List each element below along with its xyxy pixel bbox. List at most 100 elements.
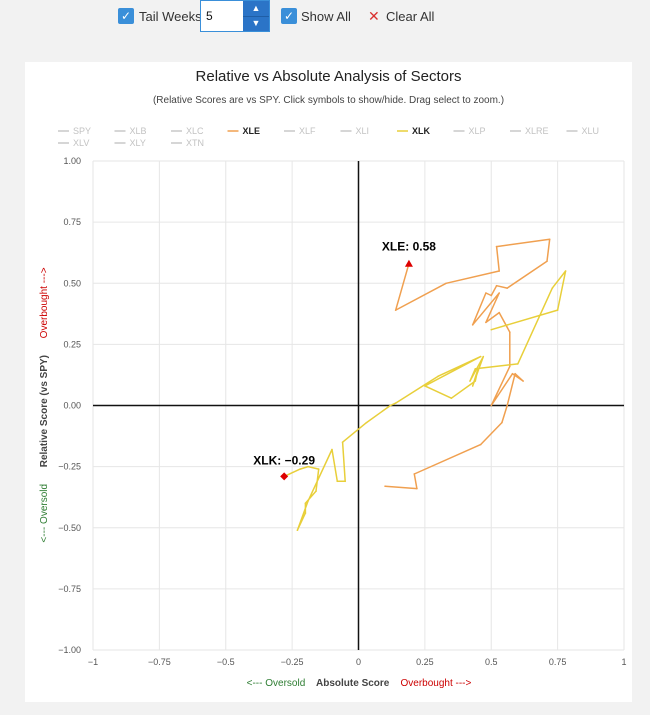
data-point (474, 370, 477, 373)
legend-item-xlv[interactable]: XLV (58, 138, 89, 148)
x-tick-label: 0.75 (549, 657, 567, 667)
clear-all-button[interactable]: Clear All (386, 9, 435, 24)
legend-item-xlp[interactable]: XLP (453, 126, 486, 136)
chart-title: Relative vs Absolute Analysis of Sectors (195, 68, 462, 85)
data-point (344, 480, 347, 483)
legend-label: XLP (469, 126, 486, 136)
data-point (336, 480, 339, 483)
data-point (437, 375, 439, 377)
legend-item-xli[interactable]: XLI (340, 126, 370, 136)
data-point (389, 404, 392, 407)
data-point (296, 529, 299, 531)
legend-item-xtn[interactable]: XTN (171, 138, 204, 148)
spinner-down-icon[interactable]: ▼ (251, 18, 261, 28)
legend-item-xlre[interactable]: XLRE (510, 126, 549, 136)
legend-label: XLK (412, 126, 431, 136)
spinner-up-icon[interactable]: ▲ (243, 1, 269, 17)
data-point (317, 468, 320, 470)
y-tick-label: −0.25 (58, 462, 81, 472)
legend-item-xlc[interactable]: XLC (171, 126, 204, 136)
legend-label: XTN (186, 138, 204, 148)
x-overbought-label: Overbought ---> (400, 678, 471, 689)
data-point (490, 328, 493, 331)
x-tick-label: −0.25 (281, 657, 304, 667)
legend-label: XLE (243, 126, 261, 136)
data-point (445, 282, 447, 285)
data-point (304, 502, 307, 505)
tail-weeks-input[interactable] (206, 9, 236, 23)
show-all-checkbox[interactable]: ✓ (281, 8, 297, 24)
legend-label: XLRE (525, 126, 549, 136)
series-end-label: XLE: 0.58 (382, 240, 436, 254)
tail-weeks-spinner[interactable]: ▲ ▼ (200, 0, 270, 32)
y-tick-label: 0.25 (63, 339, 81, 349)
data-point (490, 294, 493, 297)
data-point (511, 372, 514, 375)
y-axis-label: Relative Score (vs SPY) (39, 338, 50, 484)
data-point (474, 380, 477, 382)
data-point (394, 402, 397, 404)
data-point (551, 287, 554, 289)
data-point (365, 421, 368, 424)
x-axis-label: Absolute Score (305, 678, 400, 689)
y-oversold-label: <--- Oversold (39, 484, 50, 543)
legend-label: XLY (130, 138, 146, 148)
legend-item-xly[interactable]: XLY (114, 138, 146, 148)
legend-item-xlb[interactable]: XLB (114, 126, 147, 136)
x-tick-label: −1 (88, 657, 98, 667)
data-point (495, 245, 498, 248)
legend-label: XLV (73, 138, 89, 148)
toolbar: ✓ Tail Weeks ▲ ▼ ✓ Show All ✕ Clear All (0, 0, 650, 36)
legend-label: SPY (73, 126, 91, 136)
data-point (304, 512, 307, 514)
data-point (416, 487, 418, 490)
tail-weeks-label: Tail Weeks (139, 9, 202, 24)
y-overbought-label: Overbought ---> (39, 267, 50, 338)
y-tick-label: 0.50 (63, 278, 81, 288)
y-tick-label: 0.75 (63, 217, 81, 227)
legend-item-xlf[interactable]: XLF (284, 126, 316, 136)
legend-item-spy[interactable]: SPY (58, 126, 91, 136)
x-tick-label: −0.5 (217, 657, 235, 667)
data-point (450, 397, 453, 399)
legend-label: XLB (130, 126, 147, 136)
data-point (474, 368, 477, 370)
x-tick-label: 0.25 (416, 657, 434, 667)
y-tick-label: −0.50 (58, 523, 81, 533)
data-point (413, 473, 416, 475)
data-point (509, 365, 511, 368)
legend-item-xle[interactable]: XLE (227, 126, 261, 136)
data-point (315, 490, 317, 492)
data-point (506, 287, 508, 289)
show-all-label[interactable]: Show All (301, 9, 351, 24)
data-point (482, 355, 485, 358)
data-point (506, 404, 508, 407)
series-end-label: XLK: −0.29 (253, 453, 315, 467)
legend-item-xlk[interactable]: XLK (397, 126, 431, 136)
data-point (471, 385, 474, 387)
data-point (485, 292, 487, 294)
data-point (498, 270, 501, 272)
x-oversold-label: <--- Oversold (247, 678, 306, 689)
data-point (490, 404, 493, 407)
data-point (501, 421, 503, 424)
series-line-xlk (283, 270, 567, 531)
data-point (394, 309, 397, 311)
x-tick-label: 1 (621, 657, 626, 667)
tail-weeks-checkbox[interactable]: ✓ (118, 8, 134, 24)
data-point (471, 324, 474, 326)
data-point (498, 311, 501, 314)
data-point (331, 448, 333, 451)
spinner-buttons: ▲ ▼ (243, 1, 269, 31)
data-point (384, 485, 386, 487)
clear-all-icon[interactable]: ✕ (368, 8, 380, 24)
data-point (485, 321, 487, 324)
y-tick-label: 1.00 (63, 156, 81, 166)
data-point (307, 500, 309, 502)
legend-label: XLF (299, 126, 316, 136)
y-tick-label: −0.75 (58, 584, 81, 594)
data-point (517, 363, 519, 365)
legend-item-xlu[interactable]: XLU (566, 126, 600, 136)
data-point (556, 309, 559, 311)
